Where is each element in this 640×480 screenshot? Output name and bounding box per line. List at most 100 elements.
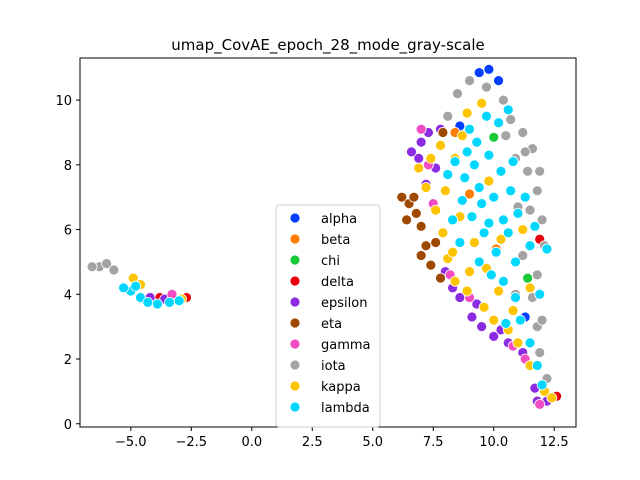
point-lambda: [510, 256, 521, 268]
point-iota: [534, 165, 546, 177]
point-lambda: [483, 149, 495, 161]
legend-label-delta: delta: [321, 275, 354, 290]
point-eta: [430, 237, 442, 248]
legend: alpha beta chi delta epsilon eta gamma iota kapp…: [275, 204, 381, 428]
point-eta: [408, 191, 420, 203]
point-iota: [86, 261, 98, 273]
point-lambda: [502, 104, 514, 116]
point-lambda: [541, 243, 553, 255]
point-kappa: [413, 162, 425, 174]
point-lambda: [456, 195, 468, 206]
x-tick-label: −5.0: [115, 435, 147, 450]
point-lambda: [466, 211, 478, 223]
point-lambda: [464, 123, 475, 135]
point-lambda: [468, 159, 480, 171]
point-lambda: [507, 156, 519, 167]
x-tick-label: −2.5: [176, 435, 208, 450]
point-kappa: [546, 392, 558, 404]
point-alpha: [493, 75, 504, 87]
point-lambda: [488, 191, 500, 203]
legend-label-kappa: kappa: [321, 380, 361, 395]
point-chi: [522, 272, 534, 284]
point-kappa: [425, 152, 437, 164]
point-iota: [505, 114, 517, 125]
point-alpha: [483, 63, 495, 75]
legend-frame: [275, 204, 381, 428]
point-kappa: [512, 337, 524, 349]
point-kappa: [493, 285, 504, 297]
point-iota: [442, 110, 454, 122]
point-lambda: [449, 156, 461, 167]
point-kappa: [495, 233, 507, 245]
legend-label-epsilon: epsilon: [321, 296, 367, 311]
point-lambda: [485, 269, 497, 281]
point-lambda: [502, 227, 514, 239]
legend-label-eta: eta: [321, 317, 342, 332]
legend-label-alpha: alpha: [321, 212, 357, 227]
legend-label-lambda: lambda: [321, 401, 370, 416]
point-kappa: [447, 246, 459, 258]
point-kappa: [461, 285, 473, 297]
legend-marker-gamma: [289, 338, 301, 350]
y-tick-label: 6: [64, 224, 72, 239]
point-iota: [524, 204, 536, 216]
point-lambda: [152, 298, 163, 310]
x-axis: −5.0 −2.5 0.0 2.5 5.0 7.5 10.0 12.5: [115, 427, 569, 450]
point-iota: [108, 264, 120, 276]
point-eta: [435, 272, 446, 284]
point-kappa: [430, 204, 442, 216]
point-iota: [536, 314, 548, 326]
point-lambda: [473, 256, 485, 268]
point-iota: [452, 88, 463, 100]
point-eta: [437, 127, 449, 138]
point-kappa: [507, 305, 519, 316]
point-lambda: [536, 379, 548, 391]
point-lambda: [473, 182, 485, 193]
point-epsilon: [415, 136, 427, 148]
x-tick-label: 12.5: [540, 435, 569, 450]
point-eta: [420, 240, 432, 252]
point-lambda: [483, 217, 495, 229]
point-lambda: [519, 191, 531, 203]
point-lambda: [534, 288, 546, 300]
point-iota: [531, 269, 543, 281]
chart-title: umap_CovAE_epoch_28_mode_gray-scale: [171, 36, 484, 55]
point-epsilon: [406, 146, 417, 158]
legend-marker-epsilon: [289, 296, 301, 308]
point-kappa: [435, 139, 446, 151]
points-layer: [86, 63, 563, 410]
point-kappa: [517, 224, 529, 235]
point-lambda: [514, 314, 526, 326]
point-iota: [519, 146, 531, 158]
point-lambda: [459, 172, 471, 184]
point-lambda: [476, 198, 488, 210]
point-kappa: [449, 275, 461, 287]
point-lambda: [524, 240, 536, 252]
legend-marker-delta: [289, 275, 301, 287]
point-eta: [425, 259, 437, 271]
point-epsilon: [476, 321, 488, 333]
point-lambda: [498, 214, 509, 226]
point-kappa: [468, 237, 480, 248]
point-epsilon: [466, 311, 478, 323]
y-tick-label: 0: [64, 418, 72, 433]
point-iota: [522, 165, 534, 177]
legend-label-chi: chi: [321, 254, 340, 269]
y-axis: 0 2 4 6 8 10: [55, 94, 80, 433]
point-lambda: [512, 207, 524, 219]
point-iota: [531, 185, 543, 197]
point-lambda: [481, 110, 492, 122]
point-epsilon: [488, 330, 500, 342]
x-tick-label: 7.5: [423, 435, 444, 450]
point-lambda: [442, 169, 454, 180]
point-lambda: [461, 146, 473, 158]
point-lambda: [490, 246, 502, 258]
point-iota: [498, 94, 509, 106]
y-tick-label: 4: [64, 288, 72, 303]
point-kappa: [437, 227, 449, 239]
point-kappa: [478, 301, 490, 313]
point-lambda: [478, 227, 490, 239]
point-alpha: [473, 67, 485, 78]
legend-marker-alpha: [289, 212, 301, 224]
